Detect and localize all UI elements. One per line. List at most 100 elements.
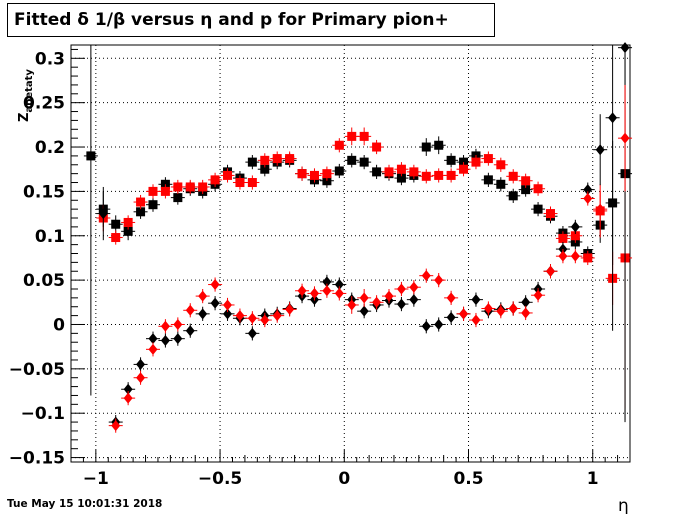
data-point-diamond: [397, 299, 406, 310]
x-tick-label: 0.5: [453, 469, 483, 489]
data-point-square: [372, 143, 381, 152]
data-point-diamond: [621, 133, 630, 144]
data-point-diamond: [571, 221, 580, 232]
data-point-diamond: [434, 275, 443, 286]
y-tick-label: −0.15: [9, 449, 65, 469]
data-point-square: [459, 165, 468, 174]
data-point-diamond: [248, 313, 257, 324]
data-point-diamond: [223, 299, 232, 310]
data-point-diamond: [447, 312, 456, 323]
y-tick-label: 0: [53, 315, 65, 335]
data-point-diamond: [422, 321, 431, 332]
data-point-square: [496, 160, 505, 169]
data-point-diamond: [198, 291, 207, 302]
data-point-square: [360, 132, 369, 141]
y-axis-label: Zabetaty: [17, 69, 35, 122]
data-point-square: [223, 171, 232, 180]
data-point-diamond: [521, 307, 530, 318]
data-point-diamond: [248, 328, 257, 339]
data-point-square: [509, 172, 518, 181]
data-point-diamond: [360, 292, 369, 303]
data-point-diamond: [148, 344, 157, 355]
y-tick-label: 0.3: [35, 49, 65, 69]
data-point-square: [521, 176, 530, 185]
svg-text:Zabetaty: Zabetaty: [17, 69, 35, 122]
data-point-diamond: [285, 304, 294, 315]
y-tick-label: 0.05: [23, 271, 65, 291]
data-point-square: [148, 187, 157, 196]
data-point-square: [285, 154, 294, 163]
data-point-diamond: [596, 144, 605, 155]
data-point-square: [260, 156, 269, 165]
data-point-square: [198, 182, 207, 191]
data-point-square: [148, 200, 157, 209]
x-tick-label: −0.5: [198, 469, 242, 489]
data-point-square: [186, 182, 195, 191]
data-point-diamond: [186, 325, 195, 336]
data-point-diamond: [608, 112, 617, 123]
title-box: Fitted δ 1/β versus η and p for Primary …: [7, 3, 495, 37]
data-point-square: [434, 141, 443, 150]
data-point-diamond: [136, 372, 145, 383]
data-point-square: [248, 158, 257, 167]
data-point-diamond: [422, 270, 431, 281]
x-tick-label: 0: [338, 469, 350, 489]
data-point-diamond: [360, 306, 369, 317]
data-point-square: [335, 166, 344, 175]
data-point-diamond: [397, 283, 406, 294]
data-point-square: [422, 172, 431, 181]
data-point-diamond: [273, 310, 282, 321]
data-point-diamond: [198, 308, 207, 319]
data-point-square: [161, 187, 170, 196]
data-point-square: [546, 209, 555, 218]
data-point-square: [86, 151, 95, 160]
data-point-diamond: [322, 285, 331, 296]
data-point-square: [409, 167, 418, 176]
data-point-diamond: [509, 303, 518, 314]
data-point-square: [111, 220, 120, 229]
grid-lines: [71, 45, 630, 462]
data-point-square: [447, 156, 456, 165]
y-tick-label: 0.15: [23, 182, 65, 202]
data-point-diamond: [409, 282, 418, 293]
data-point-diamond: [571, 251, 580, 262]
data-point-square: [496, 180, 505, 189]
data-point-diamond: [211, 279, 220, 290]
y-axis-label-main: Z: [17, 113, 32, 122]
data-point-diamond: [496, 306, 505, 317]
data-point-square: [248, 178, 257, 187]
data-point-diamond: [434, 319, 443, 330]
x-tick-label: −1: [83, 469, 109, 489]
data-point-diamond: [534, 290, 543, 301]
x-tick-label: 1: [587, 469, 599, 489]
data-point-diamond: [173, 333, 182, 344]
data-point-square: [211, 175, 220, 184]
data-point-square: [322, 169, 331, 178]
data-point-diamond: [459, 308, 468, 319]
data-point-square: [298, 169, 307, 178]
data-point-square: [136, 198, 145, 207]
y-tick-label: −0.1: [21, 404, 65, 424]
data-point-diamond: [583, 193, 592, 204]
data-point-square: [397, 165, 406, 174]
data-point-square: [360, 158, 369, 167]
data-point-square: [173, 193, 182, 202]
data-point-square: [173, 182, 182, 191]
data-points: [84, 42, 632, 433]
data-point-square: [372, 167, 381, 176]
plot-frame: [71, 45, 630, 462]
data-point-square: [484, 154, 493, 163]
data-point-square: [111, 233, 120, 242]
data-point-square: [534, 205, 543, 214]
data-point-square: [335, 141, 344, 150]
data-point-diamond: [471, 315, 480, 326]
data-point-square: [347, 132, 356, 141]
data-point-square: [124, 218, 133, 227]
y-axis-label-subscript: abetaty: [24, 69, 35, 113]
data-point-diamond: [471, 294, 480, 305]
data-point-diamond: [161, 321, 170, 332]
axes: −1 −0.5 0 0.5 1 −0.15 −0.1 −0.05 0 0.05 0.1 0.15 0.2…: [9, 45, 630, 489]
data-point-square: [509, 191, 518, 200]
data-point-diamond: [124, 393, 133, 404]
